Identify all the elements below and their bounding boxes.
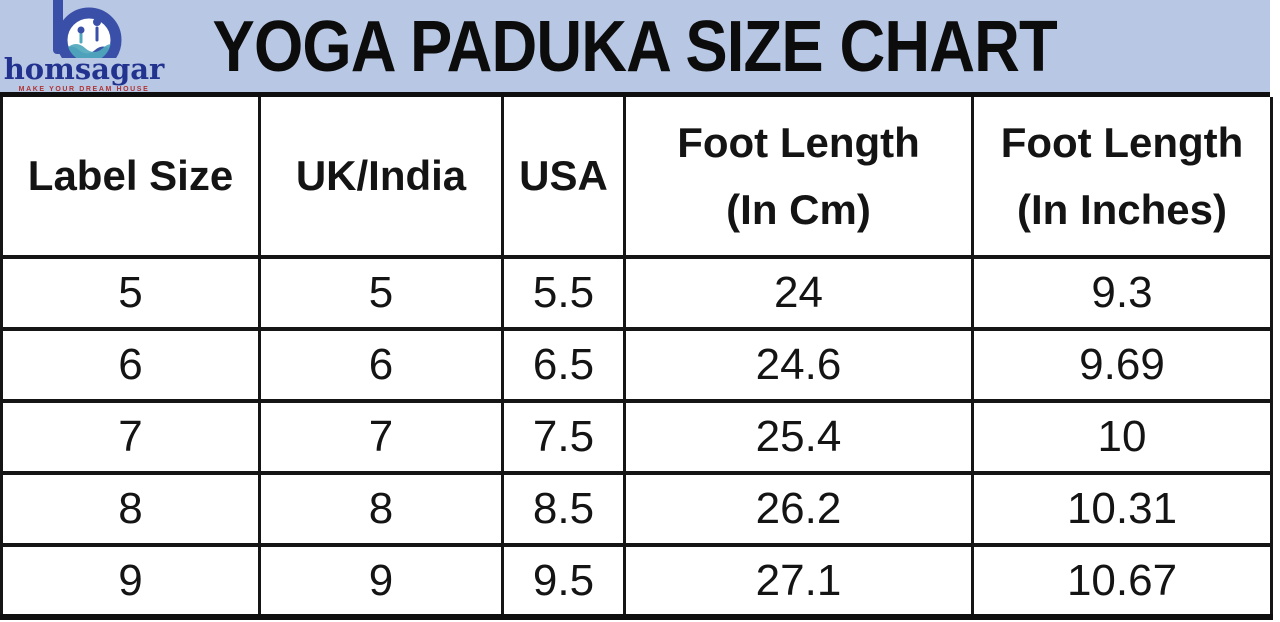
header-text: (In Inches) — [1016, 186, 1228, 233]
cell-uk-india: 9 — [258, 543, 504, 620]
cell-foot-length-inches: 10.67 — [971, 543, 1273, 620]
cell-uk-india: 5 — [258, 255, 504, 331]
table-row: 9 9 9.5 27.1 10.67 — [0, 543, 1273, 620]
cell-usa: 9.5 — [501, 543, 626, 620]
table-row: 7 7 7.5 25.4 10 — [0, 399, 1273, 475]
brand-tagline: MAKE YOUR DREAM HOUSE — [18, 86, 150, 93]
house-water-ring-icon — [53, 0, 122, 58]
header-text: Foot Length — [1000, 118, 1244, 166]
cell-usa: 8.5 — [501, 471, 626, 547]
cell-label-size: 7 — [0, 399, 261, 475]
column-header-usa: USA — [501, 97, 626, 259]
table-row: 8 8 8.5 26.2 10.31 — [0, 471, 1273, 547]
table-row: 5 5 5.5 24 9.3 — [0, 255, 1273, 331]
cell-uk-india: 8 — [258, 471, 504, 547]
cell-label-size: 6 — [0, 327, 261, 403]
column-header-foot-length-cm: Foot Length (In Cm) — [623, 97, 974, 259]
brand-logo: homsagar MAKE YOUR DREAM HOUSE — [4, 0, 164, 93]
cell-foot-length-cm: 27.1 — [623, 543, 974, 620]
cell-foot-length-inches: 9.69 — [971, 327, 1273, 403]
cell-foot-length-inches: 10.31 — [971, 471, 1273, 547]
cell-uk-india: 6 — [258, 327, 504, 403]
header-text: Label Size — [27, 152, 234, 200]
brand-name: homsagar — [3, 52, 165, 86]
cell-foot-length-cm: 24 — [623, 255, 974, 331]
cell-usa: 7.5 — [501, 399, 626, 475]
cell-foot-length-cm: 25.4 — [623, 399, 974, 475]
cell-usa: 5.5 — [501, 255, 626, 331]
table-header-row: Label Size UK/India USA Foot Length (In C… — [0, 97, 1273, 259]
cell-label-size: 5 — [0, 255, 261, 331]
cell-foot-length-inches: 10 — [971, 399, 1273, 475]
table-row: 6 6 6.5 24.6 9.69 — [0, 327, 1273, 403]
header-text: UK/India — [295, 152, 467, 200]
page-title: YOGA PADUKA SIZE CHART — [212, 7, 1058, 87]
cell-foot-length-cm: 24.6 — [623, 327, 974, 403]
size-chart-table: Label Size UK/India USA Foot Length (In C… — [0, 97, 1273, 620]
cell-uk-india: 7 — [258, 399, 504, 475]
cell-foot-length-cm: 26.2 — [623, 471, 974, 547]
cell-label-size: 9 — [0, 543, 261, 620]
header-text: (In Cm) — [726, 186, 871, 233]
title-banner: YOGA PADUKA SIZE CHART — [0, 0, 1270, 97]
column-header-label-size: Label Size — [0, 97, 261, 259]
column-header-uk-india: UK/India — [258, 97, 504, 259]
cell-usa: 6.5 — [501, 327, 626, 403]
header-text: Foot Length — [677, 118, 920, 166]
cell-label-size: 8 — [0, 471, 261, 547]
cell-foot-length-inches: 9.3 — [971, 255, 1273, 331]
header-text: USA — [519, 152, 608, 200]
column-header-foot-length-inches: Foot Length (In Inches) — [971, 97, 1273, 259]
